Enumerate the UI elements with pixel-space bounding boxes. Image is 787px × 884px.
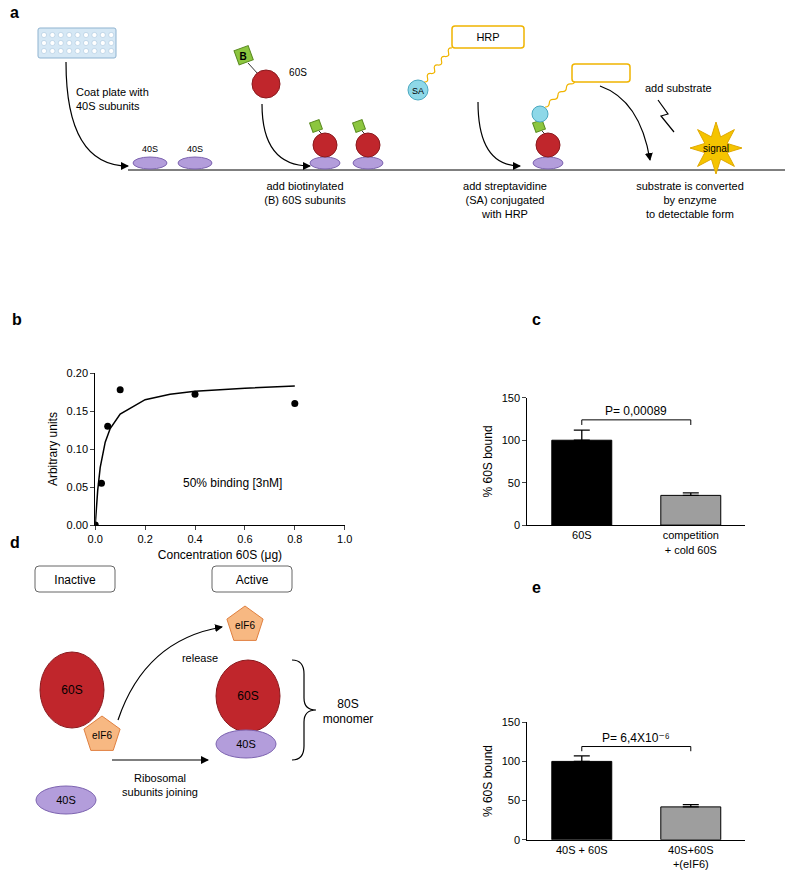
svg-text:by enzyme: by enzyme — [663, 194, 716, 206]
svg-text:signal: signal — [703, 143, 729, 154]
svg-text:B: B — [239, 51, 246, 62]
svg-text:c: c — [532, 311, 541, 328]
svg-text:Concentration 60S (μg): Concentration 60S (μg) — [158, 548, 282, 562]
svg-text:40S: 40S — [142, 144, 158, 154]
svg-text:(SA) conjugated: (SA) conjugated — [466, 194, 545, 206]
svg-text:0.2: 0.2 — [137, 533, 152, 545]
svg-text:a: a — [10, 4, 19, 21]
svg-text:with HRP: with HRP — [481, 208, 528, 220]
svg-text:Active: Active — [236, 573, 269, 587]
svg-text:% 60S bound: % 60S bound — [481, 425, 495, 497]
svg-text:0.05: 0.05 — [67, 481, 88, 493]
svg-text:40S: 40S — [56, 794, 76, 806]
svg-text:40S: 40S — [187, 144, 203, 154]
svg-text:40S: 40S — [236, 738, 256, 750]
svg-text:50: 50 — [508, 794, 520, 806]
svg-text:release: release — [182, 652, 218, 664]
svg-text:0: 0 — [514, 834, 520, 846]
svg-text:1.0: 1.0 — [337, 533, 352, 545]
svg-text:40S+60S+(eIF6): 40S+60S+(eIF6) — [668, 844, 714, 870]
svg-text:0.0: 0.0 — [88, 533, 103, 545]
svg-text:40S subunits: 40S subunits — [76, 100, 140, 112]
svg-text:Coat plate with: Coat plate with — [76, 86, 149, 98]
svg-text:Inactive: Inactive — [54, 573, 96, 587]
svg-text:150: 150 — [502, 392, 520, 404]
svg-text:b: b — [12, 311, 22, 328]
svg-text:P= 0,00089: P= 0,00089 — [605, 404, 667, 418]
svg-text:150: 150 — [502, 716, 520, 728]
svg-text:eIF6: eIF6 — [92, 730, 112, 741]
svg-text:0.8: 0.8 — [287, 533, 302, 545]
svg-text:add substrate: add substrate — [645, 82, 712, 94]
svg-text:HRP: HRP — [476, 31, 499, 43]
svg-text:50% binding [3nM]: 50% binding [3nM] — [183, 476, 282, 490]
svg-text:0: 0 — [514, 519, 520, 531]
svg-text:0.15: 0.15 — [67, 405, 88, 417]
svg-text:Ribosomal: Ribosomal — [134, 772, 186, 784]
svg-text:60S: 60S — [61, 683, 82, 697]
svg-text:0.10: 0.10 — [67, 443, 88, 455]
svg-text:60S: 60S — [289, 67, 307, 78]
svg-text:60S: 60S — [237, 689, 258, 703]
svg-text:50: 50 — [508, 477, 520, 489]
svg-text:substrate is converted: substrate is converted — [636, 180, 744, 192]
svg-text:eIF6: eIF6 — [235, 620, 255, 631]
svg-text:P= 6,4X10⁻⁶: P= 6,4X10⁻⁶ — [602, 731, 670, 745]
svg-text:100: 100 — [502, 755, 520, 767]
svg-text:0.4: 0.4 — [187, 533, 202, 545]
svg-text:competition+ cold 60S: competition+ cold 60S — [663, 529, 719, 555]
svg-text:80S: 80S — [337, 697, 358, 711]
svg-text:add streptavidine: add streptavidine — [463, 180, 547, 192]
svg-text:e: e — [532, 579, 541, 596]
svg-text:0.6: 0.6 — [237, 533, 252, 545]
svg-text:to detectable form: to detectable form — [646, 208, 734, 220]
svg-text:monomer: monomer — [323, 712, 374, 726]
svg-text:0.00: 0.00 — [67, 519, 88, 531]
svg-text:(B) 60S subunits: (B) 60S subunits — [264, 194, 346, 206]
svg-text:Arbitrary units: Arbitrary units — [46, 412, 60, 486]
svg-text:d: d — [10, 534, 20, 551]
svg-text:% 60S bound: % 60S bound — [481, 745, 495, 817]
svg-text:100: 100 — [502, 434, 520, 446]
svg-text:0.20: 0.20 — [67, 367, 88, 379]
svg-text:40S + 60S: 40S + 60S — [556, 844, 608, 856]
svg-text:add biotinylated: add biotinylated — [266, 180, 343, 192]
svg-text:60S: 60S — [572, 529, 592, 541]
svg-text:subunits joining: subunits joining — [122, 786, 198, 798]
svg-text:SA: SA — [412, 86, 424, 96]
